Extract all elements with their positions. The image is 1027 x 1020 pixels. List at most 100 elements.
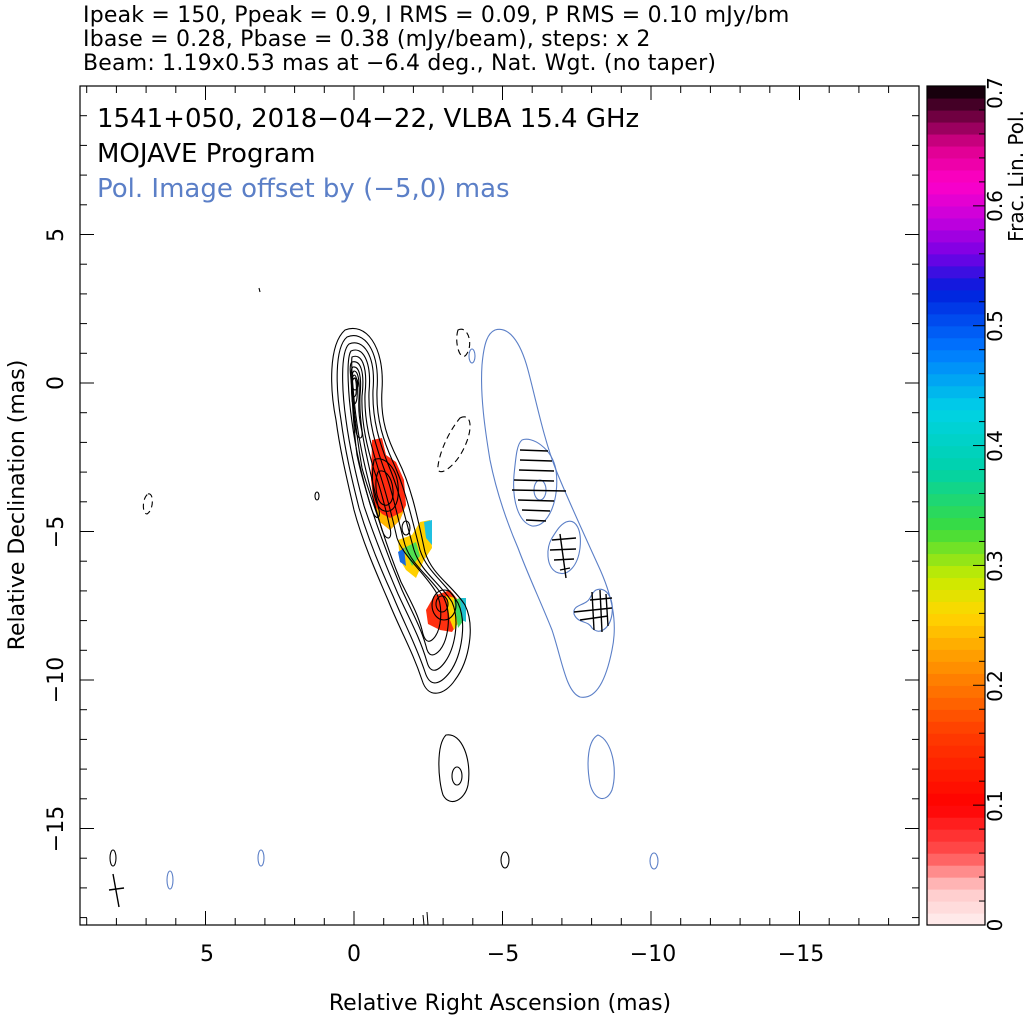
colorbar: 0 0.1 0.2 0.3 0.4 0.5 0.6 0.7 Frac. Lin.… — [926, 77, 1027, 932]
pol-contour-outer — [481, 328, 615, 698]
colorbar-gradient — [927, 86, 985, 926]
stokes-i-contour-16 — [401, 520, 411, 536]
colorbar-step — [927, 769, 985, 782]
colorbar-tick-label: 0.1 — [983, 790, 1007, 822]
evpa-vectors — [511, 449, 613, 633]
colorbar-step — [927, 673, 985, 686]
colorbar-tick-label: 0.7 — [983, 77, 1007, 109]
header-line-2: Ibase = 0.28, Pbase = 0.38 (mJy/beam), s… — [83, 27, 651, 52]
colorbar-step — [927, 373, 985, 387]
colorbar-step — [927, 86, 985, 99]
stokes-i-contour-6 — [349, 361, 392, 539]
negative-contours — [142, 328, 471, 515]
colorbar-step — [927, 241, 985, 255]
colorbar-step — [927, 265, 985, 279]
pol-patch-middle-blue — [398, 548, 406, 566]
colorbar-step — [927, 829, 985, 842]
colorbar-step — [927, 565, 985, 579]
colorbar-step — [927, 313, 985, 327]
colorbar-step — [927, 625, 985, 638]
header-line-1: Ipeak = 150, Ppeak = 0.9, I RMS = 0.09, … — [83, 3, 790, 28]
colorbar-step — [927, 757, 985, 770]
colorbar-title: Frac. Lin. Pol. — [1004, 110, 1027, 242]
colorbar-step — [927, 853, 985, 866]
colorbar-step — [927, 109, 985, 123]
pol-patch-upper-edge — [374, 505, 406, 530]
stokes-i-contour-23 — [426, 911, 429, 925]
colorbar-step — [927, 253, 985, 267]
colorbar-tick-label: 0.5 — [983, 310, 1007, 342]
stokes-i-contour-8 — [351, 370, 363, 439]
colorbar-tick-label: 0.2 — [983, 670, 1007, 702]
colorbar-tick-label: 0.4 — [983, 430, 1007, 462]
source-label: 1541+050, 2018−04−22, VLBA 15.4 GHz — [97, 104, 639, 134]
colorbar-step — [927, 289, 985, 303]
x-tick-label: −5 — [487, 942, 519, 967]
x-tick-label: −10 — [630, 942, 676, 967]
colorbar-step — [927, 409, 985, 423]
colorbar-step — [927, 133, 985, 147]
negative-contour-2 — [437, 416, 471, 473]
negative-contour-1 — [456, 328, 471, 357]
pol-contour-9 — [166, 870, 174, 890]
colorbar-step — [927, 661, 985, 674]
pol-patch-middle-green — [404, 542, 420, 566]
negative-contour-3 — [142, 493, 153, 515]
x-tick-label: −15 — [778, 942, 824, 967]
colorbar-step — [927, 589, 985, 602]
stokes-i-contour-18 — [451, 766, 463, 786]
colorbar-step — [927, 469, 985, 483]
colorbar-step — [927, 709, 985, 722]
x-tick-label: 5 — [200, 942, 214, 967]
colorbar-ticks — [973, 85, 985, 926]
stokes-i-contour-24 — [422, 914, 425, 925]
colorbar-step — [927, 649, 985, 662]
colorbar-step — [927, 601, 985, 614]
pol-patch-outline-1 — [513, 438, 558, 527]
pol-patch-middle-cyan — [424, 520, 432, 545]
axis-ticks — [80, 85, 919, 925]
colorbar-step — [927, 121, 985, 135]
colorbar-step — [927, 97, 985, 111]
colorbar-step — [927, 325, 985, 339]
colorbar-step — [927, 913, 985, 926]
colorbar-step — [927, 457, 985, 471]
stokes-i-contour-1 — [331, 327, 471, 694]
colorbar-step — [927, 397, 985, 411]
colorbar-step — [927, 577, 985, 590]
colorbar-step — [927, 229, 985, 243]
colorbar-step — [927, 205, 985, 219]
stokes-i-contour-2 — [336, 335, 464, 684]
colorbar-step — [927, 517, 985, 531]
colorbar-step — [927, 145, 985, 159]
colorbar-step — [927, 877, 985, 890]
colorbar-step — [927, 805, 985, 818]
stokes-i-contour-14 — [431, 589, 457, 621]
colorbar-tick-label: 0.3 — [983, 550, 1007, 582]
colorbar-step — [927, 697, 985, 710]
y-tick-label: −15 — [44, 806, 69, 852]
stokes-i-contour-15 — [435, 595, 449, 613]
beam-marker — [108, 873, 125, 908]
colorbar-step — [927, 865, 985, 878]
colorbar-step — [927, 157, 985, 171]
offset-note: Pol. Image offset by (−5,0) mas — [97, 174, 510, 204]
stokes-i-contour-17 — [438, 734, 470, 803]
pol-contour-8 — [649, 852, 659, 870]
stokes-i-contour-22 — [258, 287, 261, 293]
colorbar-tick-label: 0 — [983, 919, 1007, 932]
colorbar-step — [927, 505, 985, 519]
y-tick-label: 0 — [44, 376, 69, 390]
program-label: MOJAVE Program — [97, 139, 315, 169]
colorbar-step — [927, 337, 985, 351]
colorbar-step — [927, 841, 985, 854]
colorbar-step — [927, 481, 985, 495]
tick-labels: 5 0 −5 −10 −15 5 0 −5 −10 −15 — [44, 228, 824, 967]
colorbar-step — [927, 637, 985, 650]
colorbar-frame — [926, 85, 986, 926]
colorbar-step — [927, 613, 985, 626]
colorbar-step — [927, 421, 985, 435]
colorbar-step — [927, 733, 985, 746]
stokes-i-contour-13 — [375, 470, 394, 506]
